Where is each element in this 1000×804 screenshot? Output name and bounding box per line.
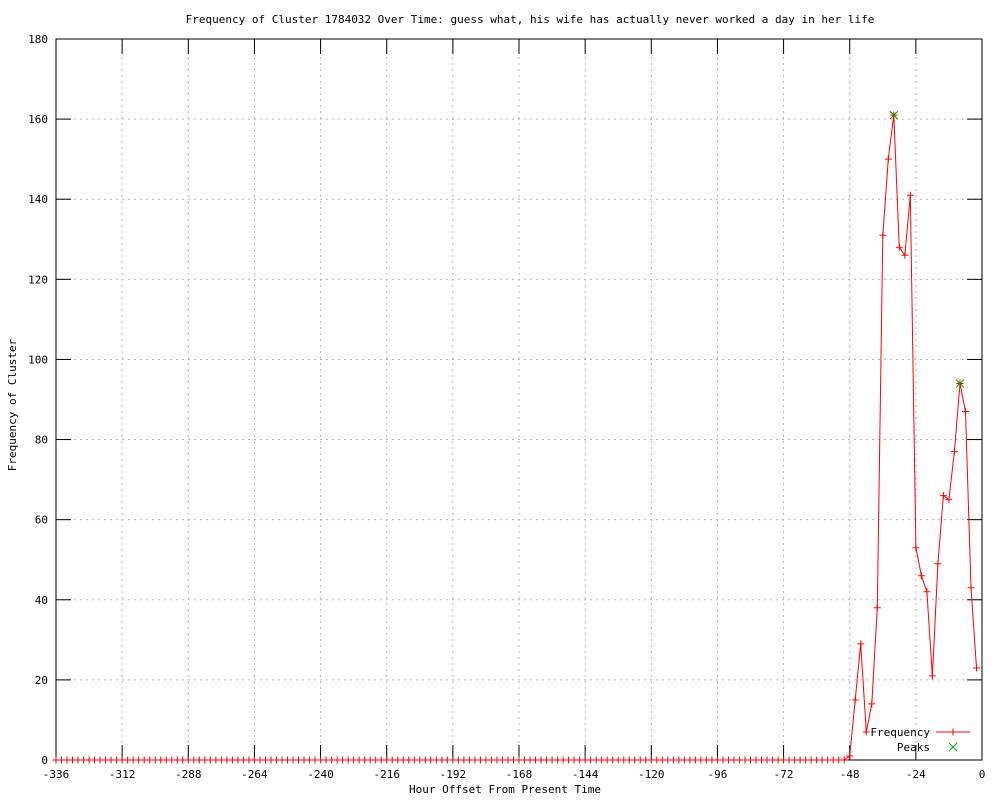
y-tick-label: 0: [41, 754, 48, 767]
y-axis-label: Frequency of Cluster: [6, 338, 19, 471]
tick-label-layer: -336 -312 -288 -264 -240 -216 -192 -168 -144 -120…: [28, 33, 985, 781]
x-tick-label: -216: [373, 768, 400, 781]
x-tick-label: 0: [979, 768, 986, 781]
x-tick-label: -168: [506, 768, 533, 781]
x-tick-label: -24: [906, 768, 926, 781]
legend-sample-peaks-marker: [948, 742, 958, 752]
y-tick-label: 80: [35, 434, 48, 447]
x-tick-label: -144: [572, 768, 599, 781]
legend-label-frequency: Frequency: [870, 726, 930, 739]
x-tick-label: -312: [109, 768, 136, 781]
y-tick-label: 120: [28, 273, 48, 286]
y-tick-label: 160: [28, 113, 48, 126]
peak-markers: [889, 110, 965, 388]
legend: Frequency Peaks: [870, 726, 970, 754]
x-tick-label: -48: [840, 768, 860, 781]
x-tick-label: -72: [774, 768, 794, 781]
chart-title: Frequency of Cluster 1784032 Over Time: …: [186, 13, 875, 26]
x-axis-label: Hour Offset From Present Time: [409, 783, 601, 796]
y-tick-label: 140: [28, 193, 48, 206]
y-tick-label: 100: [28, 353, 48, 366]
legend-label-peaks: Peaks: [897, 741, 930, 754]
y-tick-label: 180: [28, 33, 48, 46]
legend-sample-frequency-marker: [949, 728, 957, 736]
x-tick-label: -288: [175, 768, 202, 781]
x-tick-label: -120: [638, 768, 665, 781]
x-tick-label: -240: [307, 768, 334, 781]
x-tick-label: -336: [43, 768, 70, 781]
y-tick-label: 20: [35, 674, 48, 687]
frequency-point-markers: [52, 111, 980, 764]
y-tick-label: 60: [35, 514, 48, 527]
y-tick-label: 40: [35, 594, 48, 607]
x-tick-label: -96: [707, 768, 727, 781]
x-tick-label: -264: [241, 768, 268, 781]
x-tick-label: -192: [440, 768, 467, 781]
series-layer: [52, 110, 980, 764]
